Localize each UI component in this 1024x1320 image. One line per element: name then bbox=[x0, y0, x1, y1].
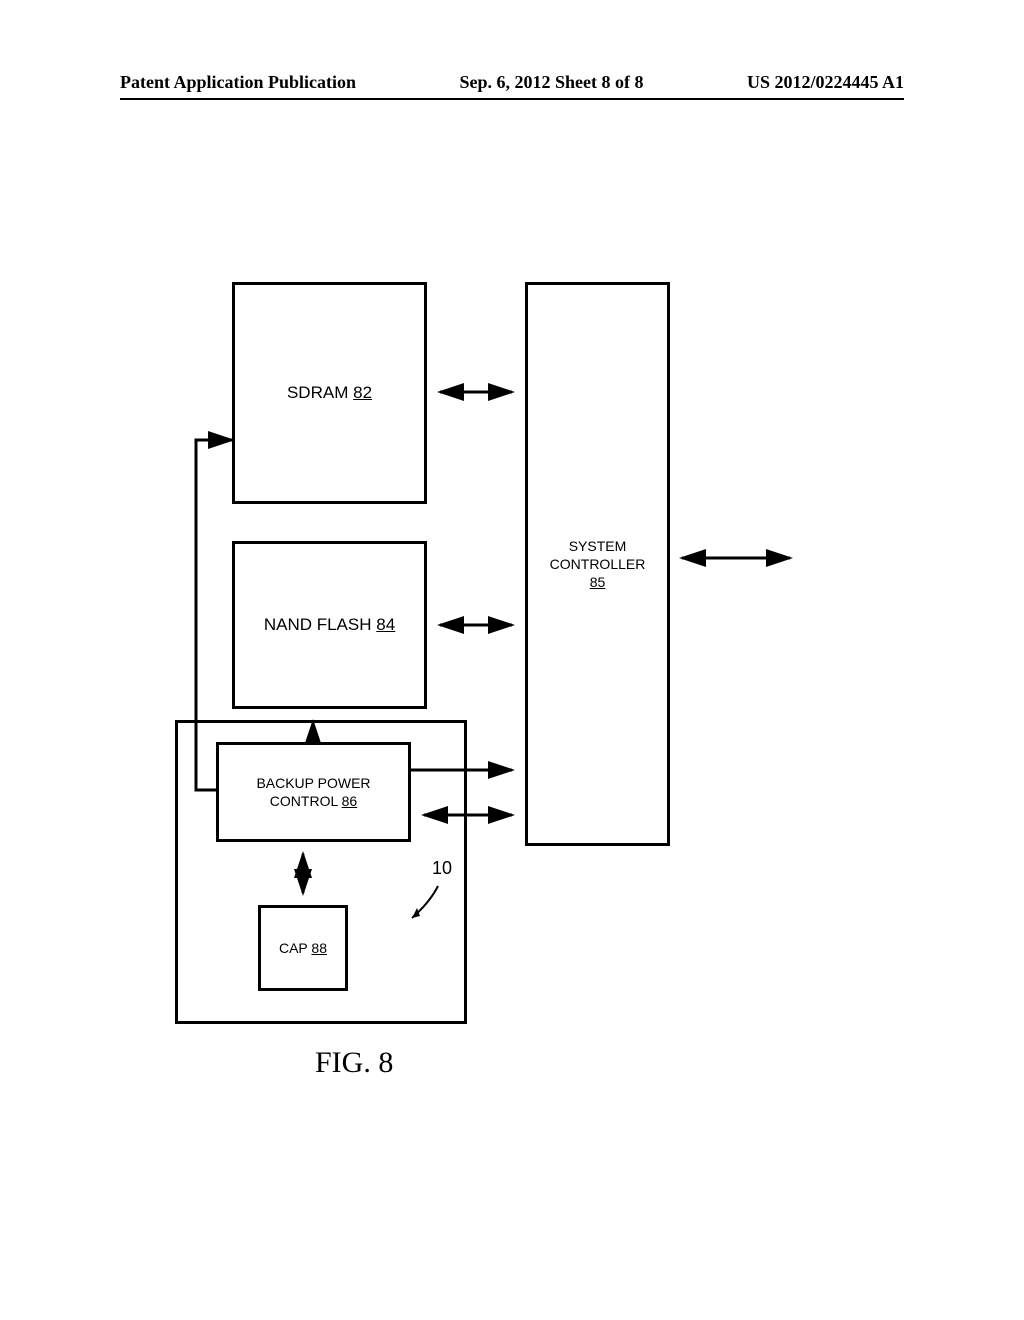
sdram-ref: 82 bbox=[353, 383, 372, 402]
nand-ref: 84 bbox=[376, 615, 395, 634]
block-diagram: SDRAM 82 NAND FLASH 84 BACKUP POWER CONT… bbox=[0, 0, 1024, 1320]
backup-label-2-text: CONTROL bbox=[270, 793, 338, 809]
cap-label: CAP 88 bbox=[279, 939, 327, 957]
backup-label-2: CONTROL 86 bbox=[270, 792, 357, 810]
sdram-label-text: SDRAM bbox=[287, 383, 348, 402]
cap-box: CAP 88 bbox=[258, 905, 348, 991]
backup-label-1: BACKUP POWER bbox=[256, 774, 370, 792]
sdram-label: SDRAM 82 bbox=[287, 382, 372, 404]
page: Patent Application Publication Sep. 6, 2… bbox=[0, 0, 1024, 1320]
controller-label-1: SYSTEM bbox=[569, 537, 627, 555]
sdram-box: SDRAM 82 bbox=[232, 282, 427, 504]
figure-caption: FIG. 8 bbox=[315, 1046, 393, 1080]
nand-label-text: NAND FLASH bbox=[264, 615, 372, 634]
cap-ref: 88 bbox=[311, 940, 327, 956]
controller-label-2: CONTROLLER bbox=[550, 555, 646, 573]
system-controller-box: SYSTEM CONTROLLER 85 bbox=[525, 282, 670, 846]
backup-power-box: BACKUP POWER CONTROL 86 bbox=[216, 742, 411, 842]
nand-label: NAND FLASH 84 bbox=[264, 614, 395, 636]
controller-ref: 85 bbox=[590, 573, 606, 591]
cap-label-text: CAP bbox=[279, 940, 308, 956]
nand-flash-box: NAND FLASH 84 bbox=[232, 541, 427, 709]
connectors-svg bbox=[0, 0, 1024, 1320]
backup-ref: 86 bbox=[342, 793, 358, 809]
